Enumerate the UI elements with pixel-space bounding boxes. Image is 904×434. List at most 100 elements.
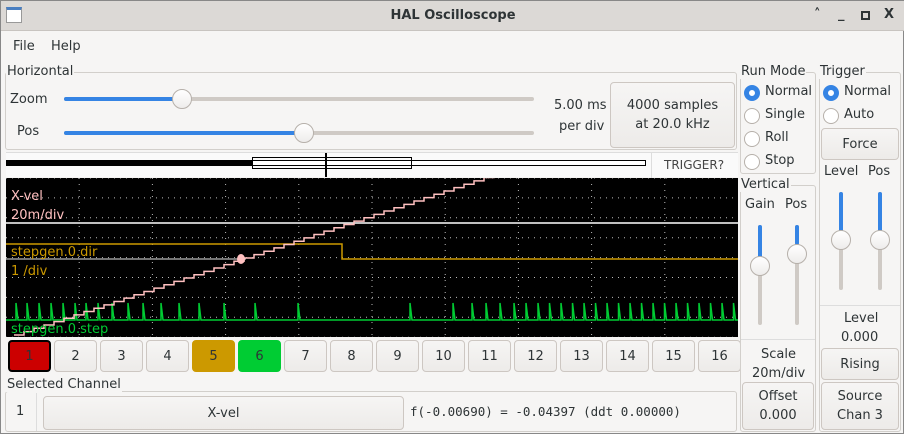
trace-5-name: stepgen.0.dir: [11, 245, 98, 260]
channel-number: 3: [117, 348, 126, 364]
time-per-div: 5.00 ms: [554, 98, 607, 113]
channel-number: 11: [481, 348, 498, 364]
channel-button-4[interactable]: 4: [146, 340, 189, 372]
selected-channel-frame: [5, 391, 737, 432]
channel-button-2[interactable]: 2: [54, 340, 97, 372]
run-mode-radio-single[interactable]: [744, 108, 760, 124]
channel-number: 6: [255, 348, 264, 364]
offset-button[interactable]: Offset 0.000: [742, 382, 814, 430]
channel-button-13[interactable]: 13: [560, 340, 603, 372]
run-mode-label: Run Mode: [740, 64, 807, 79]
run-mode-radio-stop[interactable]: [744, 154, 760, 170]
edge-label: Rising: [840, 356, 880, 372]
close-button[interactable]: X: [884, 7, 895, 22]
channel-readout: f(-0.00690) = -0.04397 (ddt 0.00000): [410, 404, 681, 419]
vertical-pos-slider-knob[interactable]: [787, 244, 807, 264]
run-mode-radio-roll[interactable]: [744, 131, 760, 147]
vertical-pos-slider[interactable]: [795, 225, 799, 325]
force-button[interactable]: Force: [821, 128, 899, 160]
app-icon: [6, 7, 22, 23]
channel-button-5[interactable]: 5: [192, 340, 235, 372]
channel-number: 13: [573, 348, 590, 364]
minimize-button[interactable]: _: [838, 7, 845, 22]
scope-display[interactable]: [6, 178, 738, 337]
offset-label: Offset: [758, 389, 798, 404]
trace-1-scale: 20m/div: [11, 208, 65, 223]
offset-value: 0.000: [759, 408, 797, 423]
run-mode-option-label: Roll: [765, 130, 789, 145]
view-window: [252, 157, 412, 169]
trigger-mode-radio-normal[interactable]: [823, 85, 839, 101]
channel-number: 12: [527, 348, 544, 364]
force-label: Force: [842, 136, 878, 152]
trigger-pos-knob[interactable]: [870, 230, 890, 250]
channel-number: 16: [711, 348, 728, 364]
run-mode-radio-normal[interactable]: [744, 85, 760, 101]
gain-slider-knob[interactable]: [750, 256, 770, 276]
trigger-pos-label: Pos: [868, 164, 891, 179]
source-button[interactable]: Source Chan 3: [821, 382, 899, 430]
zoom-slider[interactable]: [64, 97, 534, 101]
selected-channel-label: Selected Channel: [6, 377, 122, 392]
channel-number: 4: [163, 348, 172, 364]
trigger-level-value: 0.000: [841, 330, 879, 345]
channel-button-7[interactable]: 7: [284, 340, 327, 372]
edge-button[interactable]: Rising: [821, 348, 899, 380]
selected-channel-number: 1: [16, 404, 25, 419]
vertical-pos-label: Pos: [785, 197, 808, 212]
trigger-level-knob[interactable]: [831, 230, 851, 250]
trigger-mode-option-label: Normal: [844, 84, 892, 99]
channel-number: 5: [209, 348, 218, 364]
zoom-label: Zoom: [10, 92, 48, 107]
window-title: HAL Oscilloscope: [390, 8, 516, 23]
menu-help[interactable]: Help: [51, 39, 81, 54]
channel-button-11[interactable]: 11: [468, 340, 511, 372]
channel-button-8[interactable]: 8: [330, 340, 373, 372]
trigger-marker: [325, 153, 327, 177]
channel-button-15[interactable]: 15: [652, 340, 695, 372]
channel-button-16[interactable]: 16: [698, 340, 741, 372]
zoom-slider-knob[interactable]: [172, 89, 192, 109]
trigger-status: TRIGGER?: [664, 158, 725, 172]
scale-label: Scale: [761, 347, 796, 362]
channel-button-9[interactable]: 9: [376, 340, 419, 372]
trace-5-dir: [6, 243, 738, 260]
maximize-button[interactable]: [861, 11, 870, 20]
pos-label: Pos: [17, 124, 40, 139]
menu-file[interactable]: File: [13, 39, 35, 54]
trigger-label: Trigger: [819, 64, 866, 79]
gain-label: Gain: [745, 197, 775, 212]
channel-button-1[interactable]: 1: [8, 340, 51, 372]
trigger-level-text-label: Level: [844, 311, 879, 326]
trigger-mode-option-label: Auto: [844, 107, 875, 122]
channel-button-10[interactable]: 10: [422, 340, 465, 372]
channel-button-6[interactable]: 6: [238, 340, 281, 372]
samples-text: 4000 samples: [626, 98, 719, 113]
run-mode-option-label: Single: [765, 107, 805, 122]
scale-value: 20m/div: [752, 366, 806, 381]
channel-button-14[interactable]: 14: [606, 340, 649, 372]
horizontal-label: Horizontal: [6, 64, 75, 79]
channel-name: X-vel: [207, 405, 240, 421]
trace-6-step: [6, 302, 738, 321]
trigger-level-label: Level: [824, 164, 859, 179]
shade-button[interactable]: ˄: [814, 7, 821, 22]
trigger-point-marker: [237, 254, 245, 264]
channel-number: 2: [71, 348, 80, 364]
channel-button-12[interactable]: 12: [514, 340, 557, 372]
channel-number: 10: [435, 348, 452, 364]
rate-text: at 20.0 kHz: [635, 117, 710, 132]
run-mode-option-label: Normal: [765, 84, 813, 99]
samples-button[interactable]: 4000 samples at 20.0 kHz: [610, 82, 735, 148]
channel-button-3[interactable]: 3: [100, 340, 143, 372]
channel-name-button[interactable]: X-vel: [43, 396, 404, 430]
channel-number: 15: [665, 348, 682, 364]
pos-slider-knob[interactable]: [294, 123, 314, 143]
run-mode-option-label: Stop: [765, 153, 795, 168]
vertical-label: Vertical: [740, 177, 791, 192]
channel-number: 7: [301, 348, 310, 364]
channel-number: 14: [619, 348, 636, 364]
trace-1-name: X-vel: [11, 189, 43, 204]
record-overview[interactable]: TRIGGER?: [6, 152, 738, 178]
trigger-mode-radio-auto[interactable]: [823, 108, 839, 124]
